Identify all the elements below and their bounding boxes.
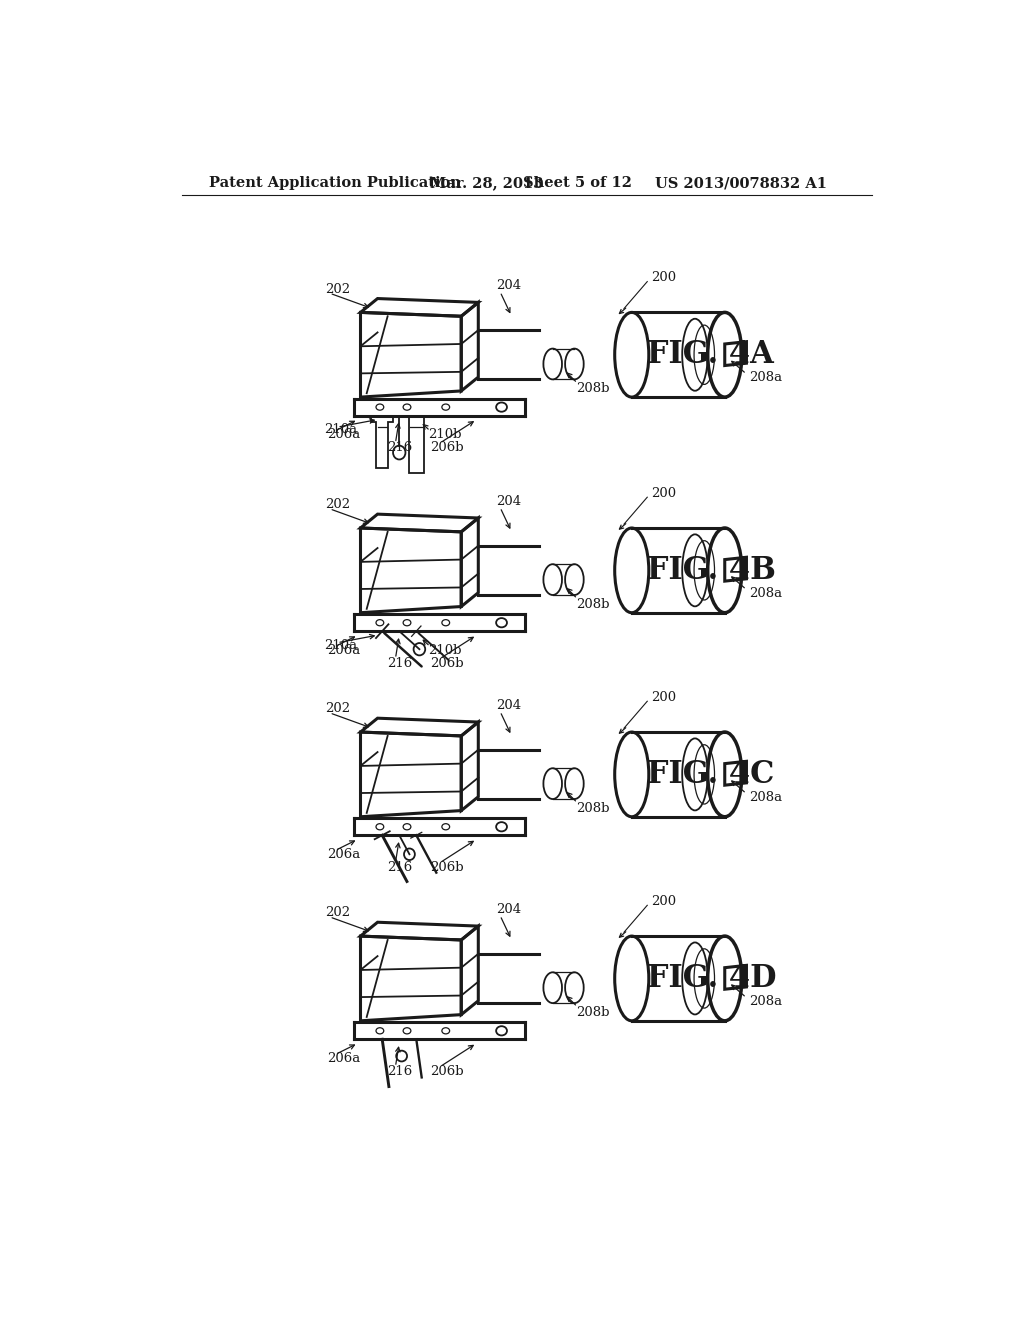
Text: 210a: 210a bbox=[324, 639, 357, 652]
Text: 204: 204 bbox=[496, 279, 521, 292]
Text: 216: 216 bbox=[388, 441, 413, 454]
Text: 200: 200 bbox=[651, 271, 676, 284]
Text: 208b: 208b bbox=[575, 1006, 609, 1019]
Text: 206b: 206b bbox=[430, 1065, 464, 1078]
Text: 200: 200 bbox=[651, 895, 676, 908]
Text: FIG. 4B: FIG. 4B bbox=[647, 554, 776, 586]
Text: 200: 200 bbox=[651, 487, 676, 500]
Text: 208a: 208a bbox=[750, 587, 782, 601]
Text: FIG. 4C: FIG. 4C bbox=[647, 759, 774, 789]
Text: 210b: 210b bbox=[428, 644, 462, 657]
Text: 206b: 206b bbox=[430, 441, 464, 454]
Text: 216: 216 bbox=[388, 657, 413, 671]
Text: 206a: 206a bbox=[328, 644, 360, 657]
Text: 208b: 208b bbox=[575, 598, 609, 611]
Text: 208b: 208b bbox=[575, 381, 609, 395]
Text: 210b: 210b bbox=[428, 428, 462, 441]
Text: 204: 204 bbox=[496, 698, 521, 711]
Text: 204: 204 bbox=[496, 495, 521, 508]
Text: 202: 202 bbox=[326, 499, 351, 511]
Text: 202: 202 bbox=[326, 702, 351, 715]
Text: 206a: 206a bbox=[328, 1052, 360, 1065]
Text: 216: 216 bbox=[388, 1065, 413, 1078]
Text: FIG. 4D: FIG. 4D bbox=[647, 964, 777, 994]
Text: Patent Application Publication: Patent Application Publication bbox=[209, 176, 462, 190]
Text: 206b: 206b bbox=[430, 861, 464, 874]
Text: 216: 216 bbox=[388, 861, 413, 874]
Text: 204: 204 bbox=[496, 903, 521, 916]
Text: 208a: 208a bbox=[750, 791, 782, 804]
Text: 208a: 208a bbox=[750, 995, 782, 1008]
Text: 208a: 208a bbox=[750, 371, 782, 384]
Text: 206b: 206b bbox=[430, 657, 464, 671]
Text: 202: 202 bbox=[326, 907, 351, 920]
Text: 202: 202 bbox=[326, 282, 351, 296]
Text: 206a: 206a bbox=[328, 428, 360, 441]
Text: 208b: 208b bbox=[575, 801, 609, 814]
Text: Sheet 5 of 12: Sheet 5 of 12 bbox=[523, 176, 632, 190]
Text: Mar. 28, 2013: Mar. 28, 2013 bbox=[430, 176, 544, 190]
Text: 200: 200 bbox=[651, 690, 676, 704]
Text: FIG. 4A: FIG. 4A bbox=[647, 339, 774, 370]
Text: 210a: 210a bbox=[324, 422, 357, 436]
Text: 206a: 206a bbox=[328, 847, 360, 861]
Text: US 2013/0078832 A1: US 2013/0078832 A1 bbox=[655, 176, 827, 190]
